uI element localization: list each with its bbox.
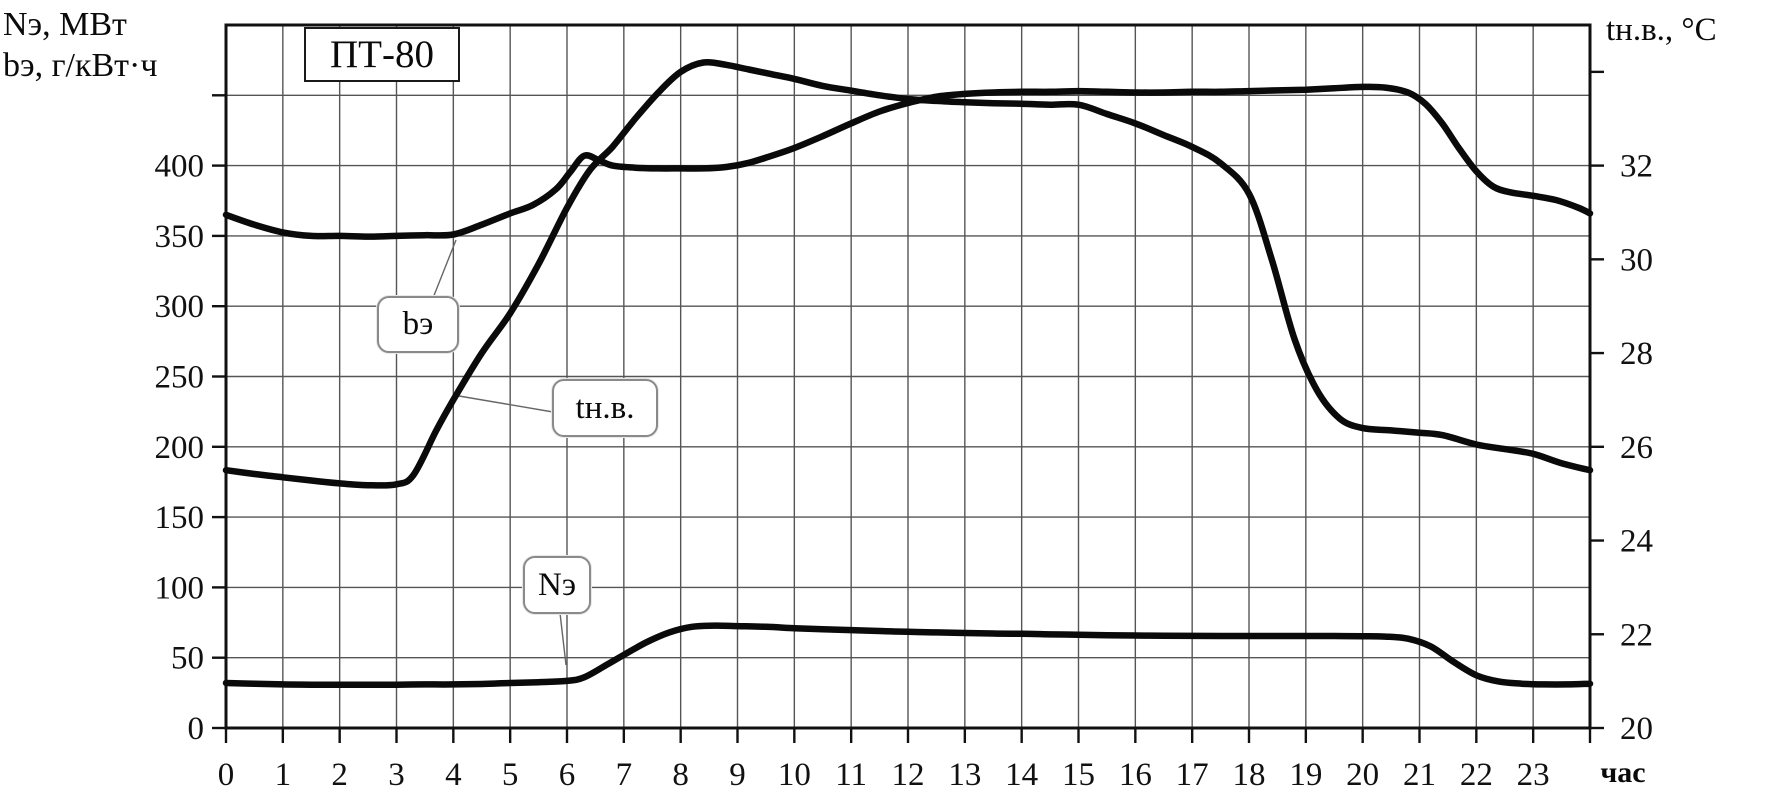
turbine-title-text: ПТ-80 — [330, 33, 434, 76]
x-axis-tick-label: 15 — [1062, 757, 1095, 793]
x-axis-tick-label: 1 — [275, 757, 292, 793]
ne-callout-line — [559, 612, 567, 666]
left-axis-tick-label: 350 — [155, 219, 205, 255]
x-axis-tick-label: 21 — [1403, 757, 1436, 793]
right-axis-tick-label: 20 — [1620, 711, 1653, 747]
left-axis-tick-label: 100 — [155, 570, 205, 606]
ne-series-label-box: Nэ — [523, 556, 591, 614]
left-axis-tick-label: 0 — [188, 711, 205, 747]
be-series-label-box: bэ — [377, 296, 459, 353]
x-axis-tick-label: 14 — [1005, 757, 1038, 793]
left-axis-tick-label: 400 — [155, 149, 205, 185]
x-axis-tick-label: 23 — [1517, 757, 1550, 793]
right-axis-tick-label: 22 — [1620, 617, 1653, 653]
x-axis-tick-label: 17 — [1176, 757, 1209, 793]
x-axis-tick-label: 10 — [778, 757, 811, 793]
x-axis-tick-label: 4 — [445, 757, 462, 793]
x-axis-tick-label: 11 — [835, 757, 867, 793]
be-callout-line — [432, 239, 457, 299]
x-axis-tick-label: 5 — [502, 757, 519, 793]
be-series-label: bэ — [402, 306, 434, 342]
left-axis-title-line2: bэ, г/кВт·ч — [3, 47, 158, 85]
x-axis-tick-label: 0 — [218, 757, 235, 793]
left-axis-tick-label: 200 — [155, 430, 205, 466]
left-axis-title: Nэ, МВт bэ, г/кВт·ч — [3, 4, 157, 87]
right-axis-tick-label: 30 — [1620, 242, 1653, 278]
turbine-title-box: ПТ-80 — [304, 27, 460, 82]
tnv-series-label: tн.в. — [575, 389, 635, 426]
x-axis-tick-label: 6 — [559, 757, 576, 793]
tnv-curve — [222, 58, 1594, 489]
x-axis-tick-label: 22 — [1460, 757, 1493, 793]
x-axis-tick-label: 3 — [388, 757, 405, 793]
x-axis-tick-label: 16 — [1119, 757, 1152, 793]
left-axis-title-line1: Nэ, МВт — [3, 6, 127, 43]
left-axis-tick-label: 50 — [171, 641, 204, 677]
left-axis-tick-label: 250 — [155, 360, 205, 396]
tnv-series-label-box: tн.в. — [552, 379, 658, 437]
x-axis-tick-label: 20 — [1346, 757, 1379, 793]
right-axis-tick-label: 24 — [1620, 524, 1653, 560]
left-axis-tick-label: 300 — [155, 289, 205, 325]
right-axis-tick-label: 26 — [1620, 430, 1653, 466]
tnv-callout-line — [458, 395, 554, 413]
be-curve — [222, 83, 1594, 240]
x-axis-tick-label: 13 — [948, 757, 981, 793]
right-axis-title: tн.в., °С — [1606, 12, 1717, 48]
ne-series-label: Nэ — [538, 566, 576, 603]
x-axis-tick-label: 12 — [892, 757, 925, 793]
ne-curve — [222, 622, 1594, 688]
x-axis-tick-label: 9 — [729, 757, 746, 793]
right-axis-tick-label: 28 — [1620, 336, 1653, 372]
left-axis-tick-label: 150 — [155, 500, 205, 536]
x-axis-tick-label: 8 — [672, 757, 689, 793]
x-axis-tick-label: 2 — [331, 757, 348, 793]
right-axis-tick-label: 32 — [1620, 149, 1653, 185]
x-axis-tick-label: 19 — [1289, 757, 1322, 793]
x-axis-tick-label: 18 — [1233, 757, 1266, 793]
x-axis-unit-label: час — [1600, 756, 1646, 789]
x-axis-tick-label: 7 — [616, 757, 633, 793]
